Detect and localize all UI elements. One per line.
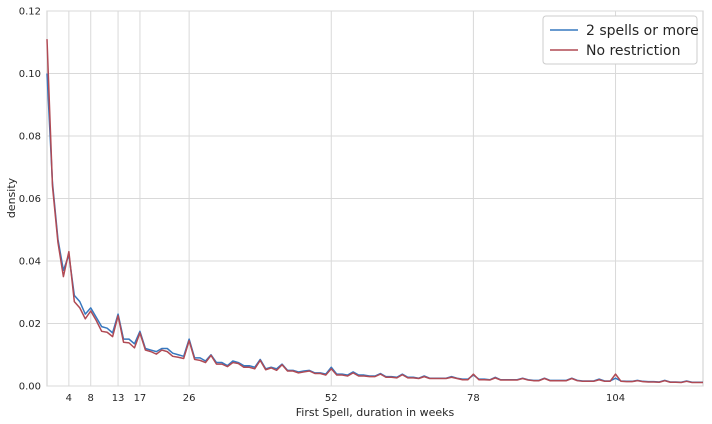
x-tick-label: 104 [606, 393, 625, 404]
x-tick-label: 4 [66, 393, 72, 404]
legend-label-2-spells: 2 spells or more [586, 23, 699, 39]
y-axis-label: density [5, 177, 18, 218]
x-tick-label: 78 [467, 393, 480, 404]
x-tick-label: 52 [325, 393, 338, 404]
y-tick-label: 0.06 [19, 194, 41, 205]
x-axis-label: First Spell, duration in weeks [296, 406, 455, 419]
y-tick-label: 0.02 [19, 319, 41, 330]
legend-box [542, 15, 698, 65]
y-tick-label: 0.00 [19, 382, 41, 393]
y-tick-label: 0.12 [19, 7, 41, 18]
series-lines [46, 39, 703, 384]
grid [47, 10, 703, 387]
x-tick-label: 17 [134, 393, 147, 404]
legend: 2 spells or more No restriction [542, 15, 699, 65]
x-tick-label: 8 [88, 393, 94, 404]
y-tick-label: 0.04 [19, 257, 41, 268]
y-tick-label: 0.10 [19, 69, 41, 80]
x-tick-label: 13 [112, 393, 125, 404]
legend-label-no-restriction: No restriction [586, 43, 681, 59]
x-tick-label: 26 [183, 393, 196, 404]
series-line-1 [46, 39, 703, 384]
y-axis-ticks: 0.00 0.02 0.04 0.06 0.08 0.10 0.12 [19, 7, 41, 393]
y-tick-label: 0.08 [19, 132, 41, 143]
x-axis-ticks: 4 8 13 17 26 52 78 104 [66, 393, 625, 404]
